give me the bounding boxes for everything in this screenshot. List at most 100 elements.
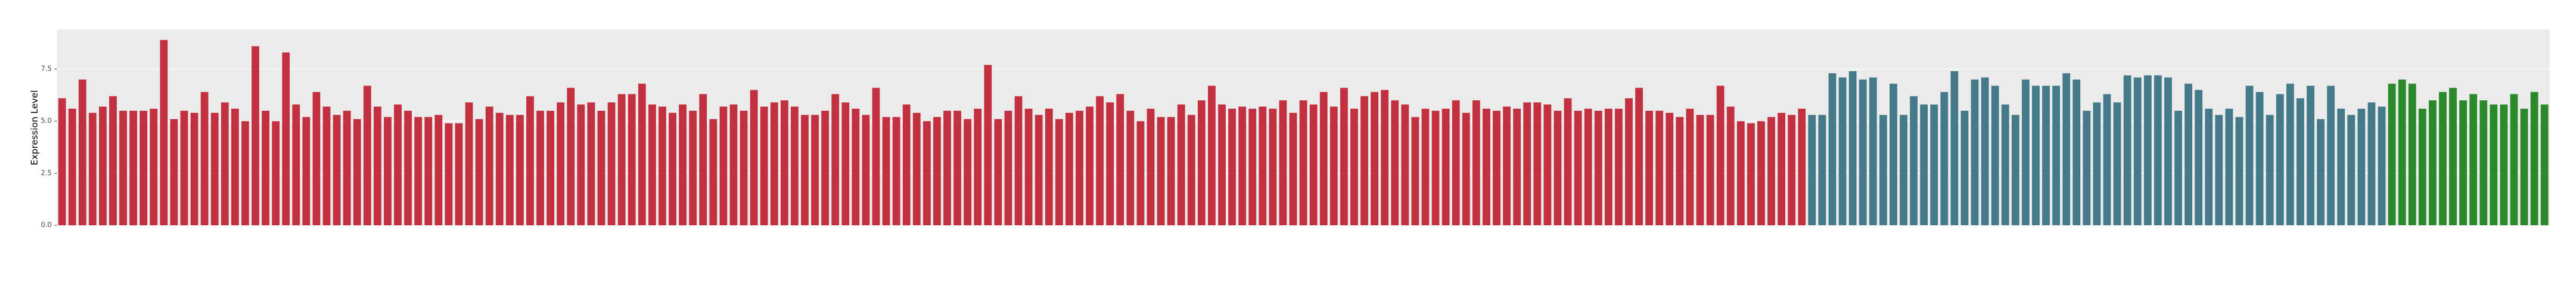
bar: [180, 110, 188, 225]
bar: [201, 92, 209, 225]
bar: [2500, 104, 2508, 225]
bar: [343, 110, 351, 225]
bar: [424, 117, 432, 225]
bar: [556, 102, 565, 225]
bar: [2225, 108, 2233, 225]
bar: [546, 110, 554, 225]
bar: [1808, 114, 1816, 225]
bar: [1940, 92, 1948, 225]
bar: [933, 117, 941, 225]
bar: [2469, 94, 2477, 225]
bar: [1167, 117, 1175, 225]
bar: [1380, 90, 1389, 225]
bar: [953, 110, 961, 225]
y-tick-label: 5.0: [41, 117, 52, 125]
bar: [363, 85, 372, 225]
bar: [2205, 108, 2213, 225]
bar: [149, 108, 158, 225]
bar: [160, 40, 168, 225]
bar: [2164, 77, 2172, 225]
bar: [1289, 112, 1297, 225]
bar: [2459, 100, 2467, 225]
bar: [2113, 102, 2122, 225]
bar: [353, 119, 361, 225]
bar: [2418, 108, 2427, 225]
bar: [2429, 100, 2437, 225]
bar: [709, 119, 717, 225]
bar: [1655, 110, 1663, 225]
bar: [109, 96, 117, 225]
bar: [2337, 108, 2345, 225]
bar: [2530, 92, 2539, 225]
bar: [1320, 92, 1328, 225]
bar: [1533, 102, 1541, 225]
bar: [1065, 112, 1073, 225]
bar: [2134, 77, 2142, 225]
bar: [384, 117, 392, 225]
bar: [444, 123, 453, 225]
bar: [1991, 85, 1999, 225]
bar: [1604, 108, 1613, 225]
bar: [1584, 108, 1592, 225]
bar: [1086, 107, 1094, 225]
bar: [699, 94, 707, 225]
bar: [2256, 92, 2264, 225]
bar: [2276, 94, 2284, 225]
bar: [1228, 108, 1236, 225]
bar: [1106, 102, 1114, 225]
bar: [1727, 107, 1735, 225]
bar: [608, 102, 615, 225]
bar: [1828, 73, 1836, 225]
bar: [333, 114, 341, 225]
bar: [1035, 114, 1043, 225]
bar: [689, 110, 697, 225]
bar: [231, 108, 239, 225]
bar: [526, 96, 534, 225]
bar: [404, 110, 412, 225]
bar: [658, 107, 666, 225]
bar: [638, 83, 646, 226]
bar: [1747, 123, 1755, 225]
bar: [1981, 77, 1989, 225]
bar: [1930, 104, 1938, 225]
bar: [1126, 110, 1134, 225]
bar: [1422, 108, 1429, 225]
bar: [2042, 85, 2050, 225]
bar: [2184, 83, 2193, 226]
bar: [2327, 85, 2335, 225]
bar: [943, 110, 951, 225]
bar: [1299, 100, 1308, 225]
bar: [1147, 108, 1155, 225]
bar: [394, 104, 402, 225]
bar: [1198, 100, 1206, 225]
bar: [2296, 98, 2305, 225]
y-axis-label: Expression Level: [30, 90, 40, 166]
bar: [1767, 117, 1775, 225]
bar: [2194, 90, 2203, 225]
bar: [1157, 117, 1165, 225]
bar: [1716, 85, 1725, 225]
bar: [1187, 114, 1196, 225]
bar: [1665, 112, 1674, 225]
bar: [2154, 75, 2162, 226]
bar: [1849, 71, 1857, 226]
bar: [1757, 121, 1765, 225]
bar: [2489, 104, 2498, 225]
bar: [984, 65, 992, 226]
bar: [628, 94, 636, 225]
bar: [2286, 83, 2294, 226]
bar: [1045, 108, 1053, 225]
bar: [241, 121, 249, 225]
bar: [974, 108, 982, 225]
bar: [2367, 102, 2375, 225]
bar: [1889, 83, 1898, 226]
bar: [963, 119, 972, 225]
bar: [1777, 112, 1786, 225]
bar: [1818, 114, 1826, 225]
bar: [536, 110, 544, 225]
bar: [465, 102, 473, 225]
bar: [170, 119, 178, 225]
bar: [750, 90, 758, 225]
bar: [1554, 110, 1562, 225]
bar: [2408, 83, 2417, 226]
